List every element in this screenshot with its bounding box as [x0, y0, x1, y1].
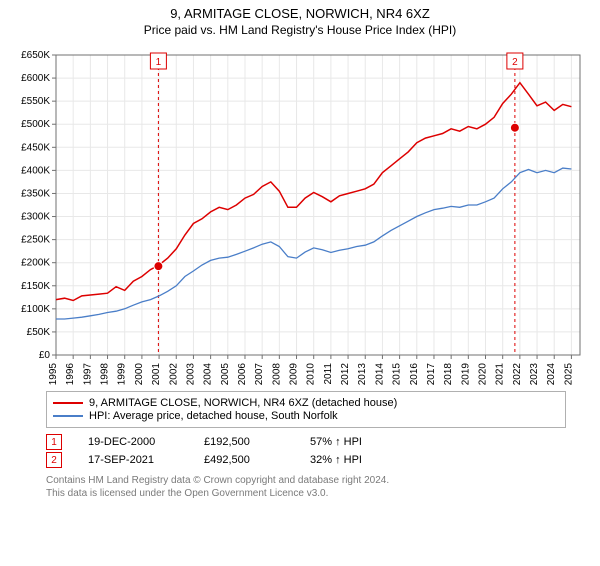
svg-text:2011: 2011 [323, 363, 334, 385]
svg-text:£450K: £450K [21, 142, 50, 153]
svg-text:1998: 1998 [100, 363, 111, 385]
svg-text:2006: 2006 [237, 363, 248, 385]
svg-text:2001: 2001 [151, 363, 162, 385]
ogl-footer: Contains HM Land Registry data © Crown c… [46, 474, 590, 500]
marker-box-icon: 1 [46, 434, 62, 450]
svg-text:2010: 2010 [306, 363, 317, 385]
page-subtitle: Price paid vs. HM Land Registry's House … [0, 23, 600, 37]
legend-row: 9, ARMITAGE CLOSE, NORWICH, NR4 6XZ (det… [53, 397, 559, 409]
marker-delta: 32% ↑ HPI [310, 454, 362, 466]
marker-date: 17-SEP-2021 [88, 454, 178, 466]
svg-text:2003: 2003 [185, 363, 196, 385]
svg-text:£400K: £400K [21, 165, 50, 176]
svg-text:2017: 2017 [426, 363, 437, 385]
svg-text:2025: 2025 [563, 363, 574, 385]
svg-text:2024: 2024 [546, 363, 557, 385]
marker-price: £492,500 [204, 454, 284, 466]
svg-text:2015: 2015 [392, 363, 403, 385]
marker-date: 19-DEC-2000 [88, 436, 178, 448]
svg-text:1995: 1995 [48, 363, 59, 385]
table-row: 2 17-SEP-2021 £492,500 32% ↑ HPI [46, 452, 566, 468]
svg-text:2002: 2002 [168, 363, 179, 385]
svg-text:2: 2 [512, 57, 518, 68]
sale-markers-table: 1 19-DEC-2000 £192,500 57% ↑ HPI 2 17-SE… [46, 434, 566, 468]
svg-text:2009: 2009 [289, 363, 300, 385]
svg-text:£100K: £100K [21, 304, 50, 315]
svg-text:2021: 2021 [495, 363, 506, 385]
svg-text:1997: 1997 [82, 363, 93, 385]
svg-text:£350K: £350K [21, 188, 50, 199]
legend-swatch [53, 415, 83, 417]
svg-text:2013: 2013 [357, 363, 368, 385]
legend-label: 9, ARMITAGE CLOSE, NORWICH, NR4 6XZ (det… [89, 397, 397, 409]
svg-text:2005: 2005 [220, 363, 231, 385]
ogl-line: Contains HM Land Registry data © Crown c… [46, 474, 590, 487]
svg-text:2007: 2007 [254, 363, 265, 385]
svg-text:£500K: £500K [21, 119, 50, 130]
svg-text:£200K: £200K [21, 258, 50, 269]
legend-swatch [53, 402, 83, 404]
svg-text:2018: 2018 [443, 363, 454, 385]
svg-text:2023: 2023 [529, 363, 540, 385]
svg-text:2004: 2004 [203, 363, 214, 385]
svg-text:2016: 2016 [409, 363, 420, 385]
svg-text:2000: 2000 [134, 363, 145, 385]
marker-box-icon: 2 [46, 452, 62, 468]
svg-text:1: 1 [156, 57, 162, 68]
table-row: 1 19-DEC-2000 £192,500 57% ↑ HPI [46, 434, 566, 450]
marker-delta: 57% ↑ HPI [310, 436, 362, 448]
svg-text:£600K: £600K [21, 73, 50, 84]
svg-text:2022: 2022 [512, 363, 523, 385]
svg-text:£300K: £300K [21, 212, 50, 223]
svg-text:2008: 2008 [271, 363, 282, 385]
svg-text:2014: 2014 [374, 363, 385, 385]
price-chart: £0 £50K £100K £150K £200K £250K £300K £350K £400… [10, 45, 590, 385]
svg-text:£150K: £150K [21, 281, 50, 292]
ogl-line: This data is licensed under the Open Gov… [46, 487, 590, 500]
legend-row: HPI: Average price, detached house, Sout… [53, 410, 559, 422]
svg-text:£250K: £250K [21, 235, 50, 246]
page-title: 9, ARMITAGE CLOSE, NORWICH, NR4 6XZ [0, 6, 600, 21]
svg-text:2019: 2019 [460, 363, 471, 385]
svg-text:2012: 2012 [340, 363, 351, 385]
svg-text:1999: 1999 [117, 363, 128, 385]
svg-text:£650K: £650K [21, 50, 50, 61]
svg-text:2020: 2020 [478, 363, 489, 385]
svg-text:1996: 1996 [65, 363, 76, 385]
svg-text:£550K: £550K [21, 96, 50, 107]
legend-box: 9, ARMITAGE CLOSE, NORWICH, NR4 6XZ (det… [46, 391, 566, 428]
legend-label: HPI: Average price, detached house, Sout… [89, 410, 338, 422]
marker-price: £192,500 [204, 436, 284, 448]
svg-text:£0: £0 [39, 350, 51, 361]
svg-text:£50K: £50K [27, 327, 51, 338]
